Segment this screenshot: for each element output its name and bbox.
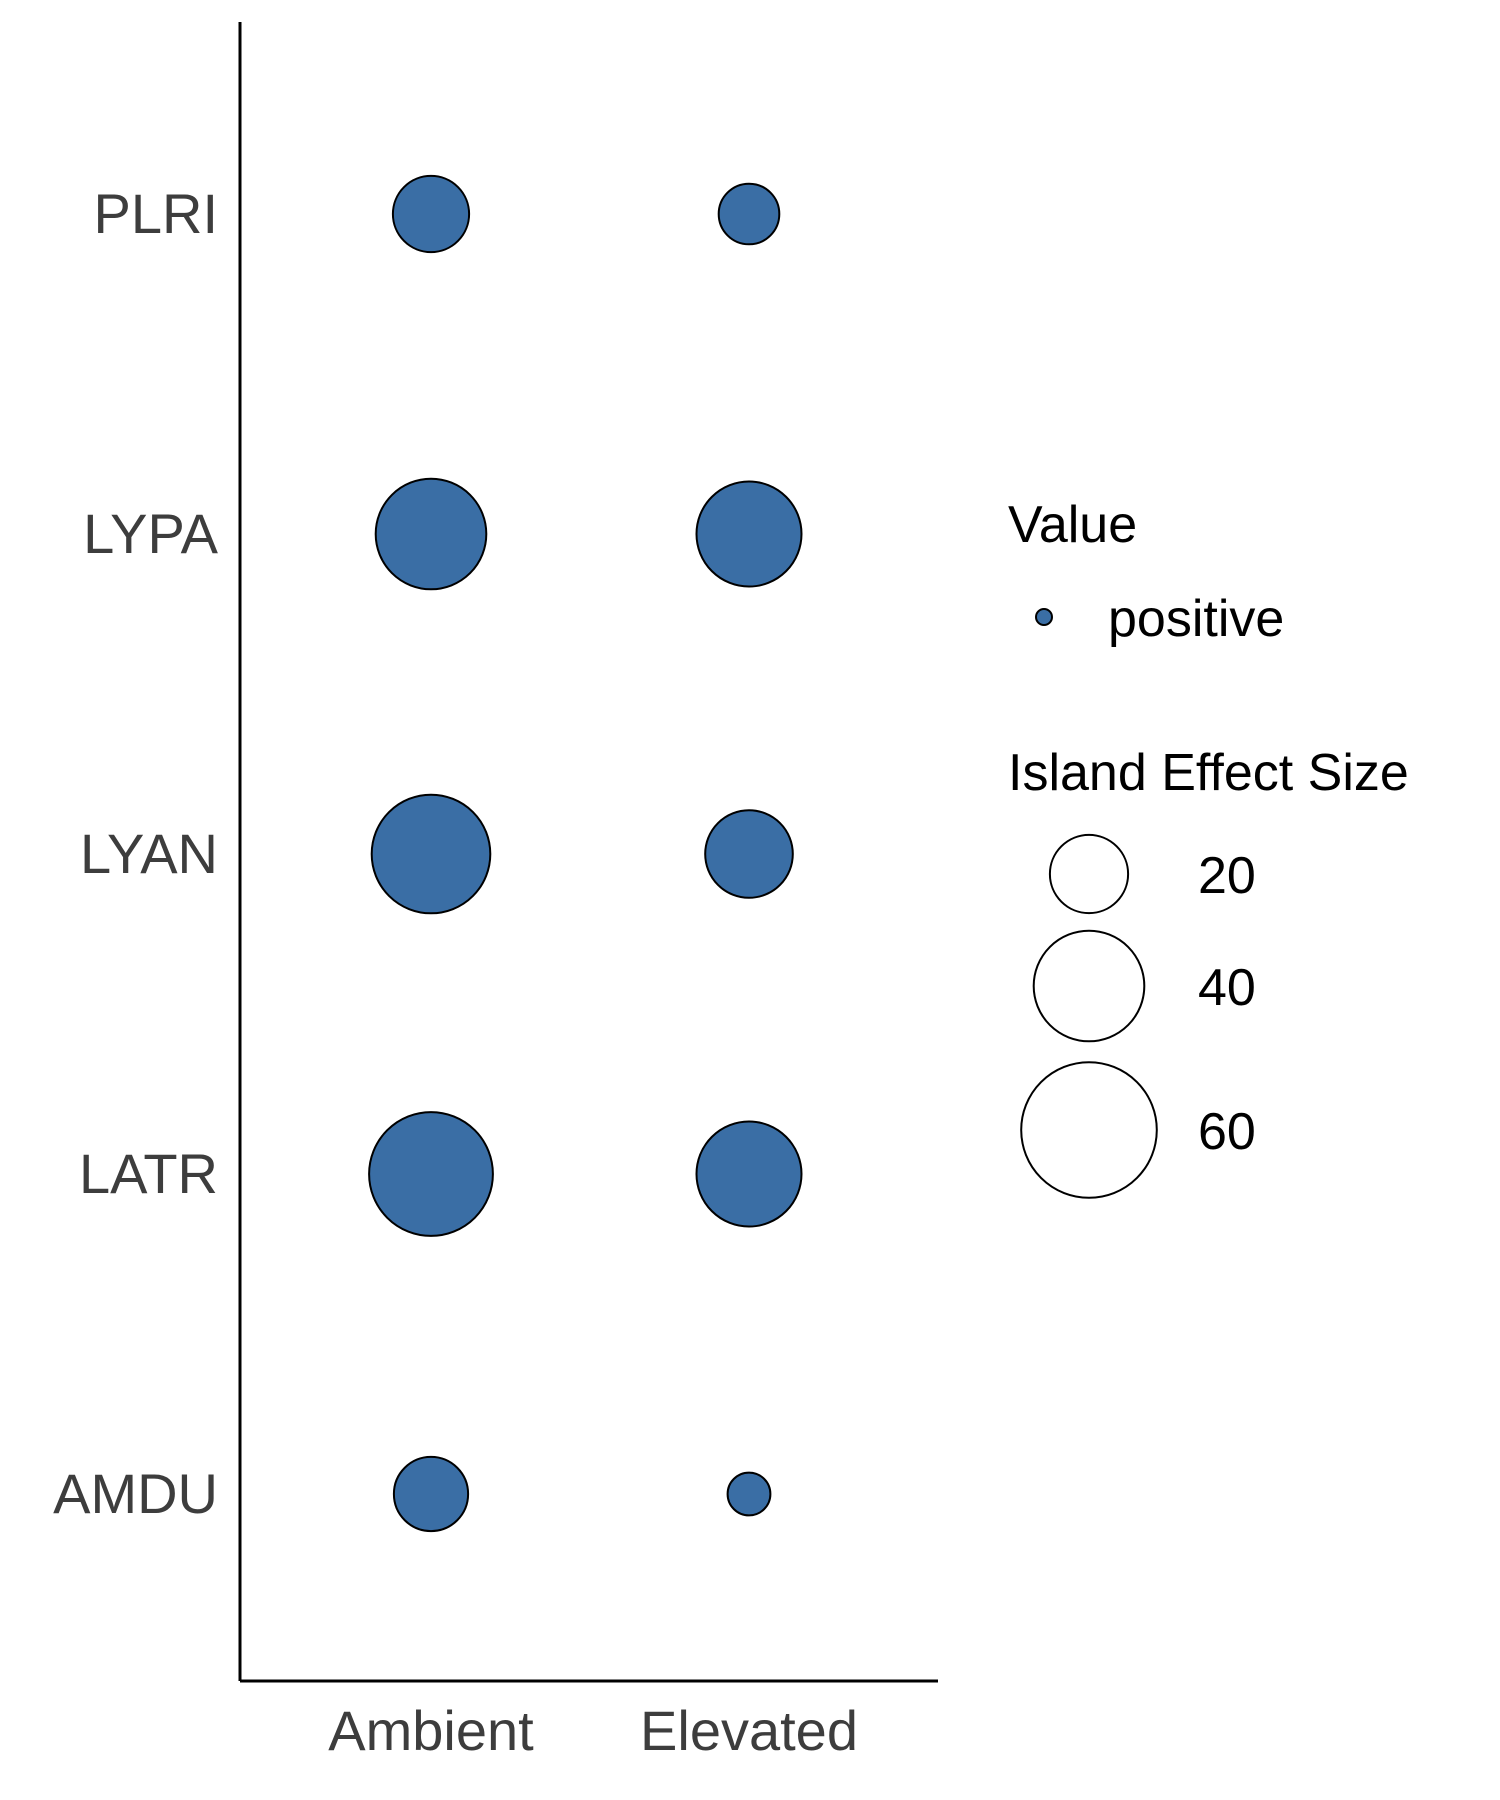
bubble-point (726, 1471, 772, 1517)
y-tick-label: PLRI (94, 182, 219, 245)
legend-size-label: 40 (1198, 959, 1256, 1017)
legend-size-circle (1020, 1061, 1158, 1199)
y-tick-labels: PLRI LYPA LYAN LATR AMDU (53, 182, 219, 1525)
y-tick-label: AMDU (53, 1462, 218, 1525)
bubble-layer (368, 174, 803, 1533)
y-tick-label: LYPA (83, 502, 219, 565)
x-tick-label: Elevated (640, 1699, 858, 1762)
legend-color-swatch (1035, 608, 1053, 626)
bubble-point (368, 1111, 494, 1237)
bubble-point (717, 182, 781, 246)
x-tick-label: Ambient (328, 1699, 534, 1762)
legend: Value positive Island Effect Size 20 40 60 (1008, 496, 1409, 1199)
legend-size-circle (1048, 833, 1130, 915)
bubble-point (695, 480, 803, 588)
legend-size-label: 20 (1198, 847, 1256, 905)
bubble-point (391, 174, 471, 254)
y-tick-label: LYAN (80, 822, 218, 885)
y-tick-label: LATR (79, 1142, 218, 1205)
legend-color-title: Value (1008, 496, 1137, 554)
plot-area (238, 22, 938, 1683)
bubble-point (695, 1120, 803, 1228)
legend-size-title: Island Effect Size (1008, 744, 1409, 802)
x-tick-labels: Ambient Elevated (328, 1699, 858, 1762)
bubble-point (392, 1455, 470, 1533)
legend-size-circle (1032, 929, 1146, 1043)
bubble-point (374, 477, 488, 591)
bubble-point (370, 793, 492, 915)
legend-size-items: 20 40 60 (1020, 833, 1256, 1199)
legend-size-label: 60 (1198, 1103, 1256, 1161)
bubble-point (704, 809, 794, 899)
legend-color-label: positive (1108, 590, 1284, 648)
